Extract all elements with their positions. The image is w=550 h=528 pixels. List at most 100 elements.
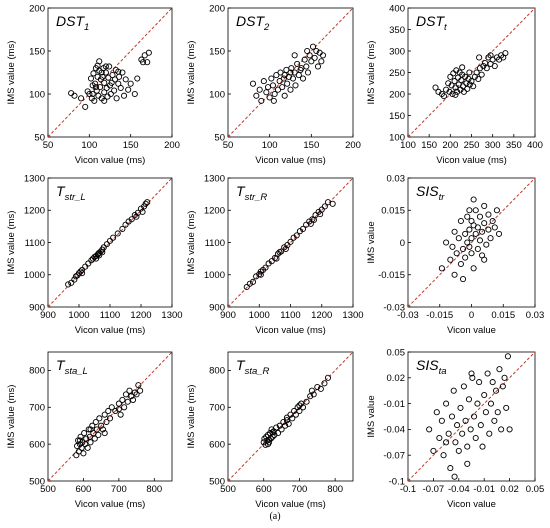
data-point — [478, 71, 485, 78]
data-point — [321, 203, 328, 210]
data-point — [107, 90, 114, 98]
data-point — [71, 276, 78, 283]
data-point — [304, 47, 311, 55]
data-point — [76, 437, 83, 444]
panel-title: DST1 — [56, 13, 89, 33]
data-point — [144, 199, 151, 206]
data-point — [460, 383, 467, 390]
data-point — [477, 422, 484, 429]
x-tick-label: 1200 — [130, 310, 151, 321]
data-point — [96, 58, 103, 65]
y-tick-label: -0.07 — [383, 451, 405, 462]
data-point — [506, 426, 513, 433]
x-tick-label: 100 — [262, 140, 278, 151]
x-tick-label: -0.01 — [473, 484, 495, 495]
data-point — [258, 97, 265, 104]
x-axis-label: Vicon value — [447, 325, 496, 336]
data-point — [452, 91, 459, 98]
data-point — [95, 431, 102, 438]
data-point — [103, 418, 110, 426]
y-axis-label: IMS value (ms) — [186, 385, 197, 449]
data-point — [92, 418, 99, 426]
y-axis-label: IMS value — [366, 221, 377, 263]
data-point — [481, 391, 488, 399]
data-point — [98, 422, 105, 429]
data-point — [458, 77, 465, 84]
data-point — [281, 92, 288, 99]
data-point — [468, 78, 475, 85]
scatter-panel-3: 100 150 200 250 300 350 400 100 150 200 250 300 350 4… — [366, 3, 543, 166]
data-point — [476, 54, 483, 61]
y-tick-label: -0.015 — [378, 270, 405, 281]
data-point — [489, 379, 496, 386]
data-point — [131, 90, 138, 98]
data-point — [470, 83, 477, 90]
data-point — [264, 441, 272, 448]
data-point — [89, 90, 96, 98]
data-point — [96, 415, 103, 422]
x-tick-label: 400 — [527, 140, 543, 151]
y-axis-label: IMS value (ms) — [186, 211, 197, 275]
x-axis-label: Vicon value (ms) — [255, 325, 326, 336]
y-tick-label: 0.03 — [387, 173, 406, 184]
data-point — [268, 258, 275, 265]
data-point — [486, 430, 493, 437]
x-tick-label: 600 — [256, 484, 272, 495]
data-point — [443, 439, 450, 446]
data-point — [464, 443, 471, 450]
data-point — [253, 92, 260, 99]
data-point — [127, 80, 134, 87]
y-tick-label: 150 — [29, 46, 45, 57]
data-point — [314, 383, 321, 391]
data-point — [459, 245, 467, 252]
panel-title: Tsta_R — [236, 357, 270, 377]
y-tick-label: 100 — [29, 89, 45, 100]
data-point — [122, 221, 129, 228]
x-tick-label: 100 — [81, 140, 97, 151]
data-point — [459, 64, 466, 71]
data-point — [81, 430, 88, 437]
data-point — [464, 213, 471, 220]
data-point — [476, 213, 484, 220]
data-point — [459, 275, 467, 283]
data-point — [106, 63, 113, 70]
data-point — [89, 422, 96, 429]
data-point — [299, 404, 307, 411]
plot-frame — [47, 351, 173, 482]
y-tick-label: 800 — [209, 366, 225, 377]
data-point — [110, 234, 117, 241]
x-tick-label: 1100 — [280, 310, 300, 321]
data-point — [450, 70, 457, 77]
data-point — [145, 49, 152, 56]
x-tick-label: 150 — [303, 140, 319, 151]
y-tick-label: 200 — [209, 3, 225, 14]
data-point — [504, 353, 511, 360]
y-axis-label: IMS value (ms) — [6, 41, 17, 105]
data-point — [134, 75, 141, 82]
data-point — [278, 426, 285, 433]
x-tick-label: 0.05 — [526, 484, 545, 495]
x-tick-label: 200 — [345, 140, 361, 151]
data-point — [281, 72, 288, 79]
data-point — [103, 241, 110, 248]
data-point — [122, 76, 129, 83]
scatter-panel-5: 900 1000 1100 1200 1300 900 1000 1100 1200 1300 Ts… — [186, 173, 364, 336]
x-tick-label: 50 — [223, 140, 234, 151]
x-tick-label: -0.015 — [426, 310, 453, 321]
data-point — [99, 249, 106, 256]
data-point — [307, 393, 314, 400]
data-point — [96, 249, 103, 256]
y-tick-label: 50 — [214, 132, 225, 143]
data-point — [298, 400, 305, 407]
y-tick-label: 0.015 — [381, 206, 405, 217]
data-point — [317, 385, 324, 392]
data-point — [324, 374, 332, 381]
data-point — [292, 82, 299, 89]
data-point — [502, 50, 509, 57]
data-point — [470, 196, 477, 203]
data-point — [294, 60, 301, 67]
x-tick-label: 100 — [400, 140, 416, 151]
y-tick-label: 600 — [29, 439, 45, 450]
panel-title: Tstr_R — [236, 183, 267, 203]
identity-line — [407, 7, 536, 138]
